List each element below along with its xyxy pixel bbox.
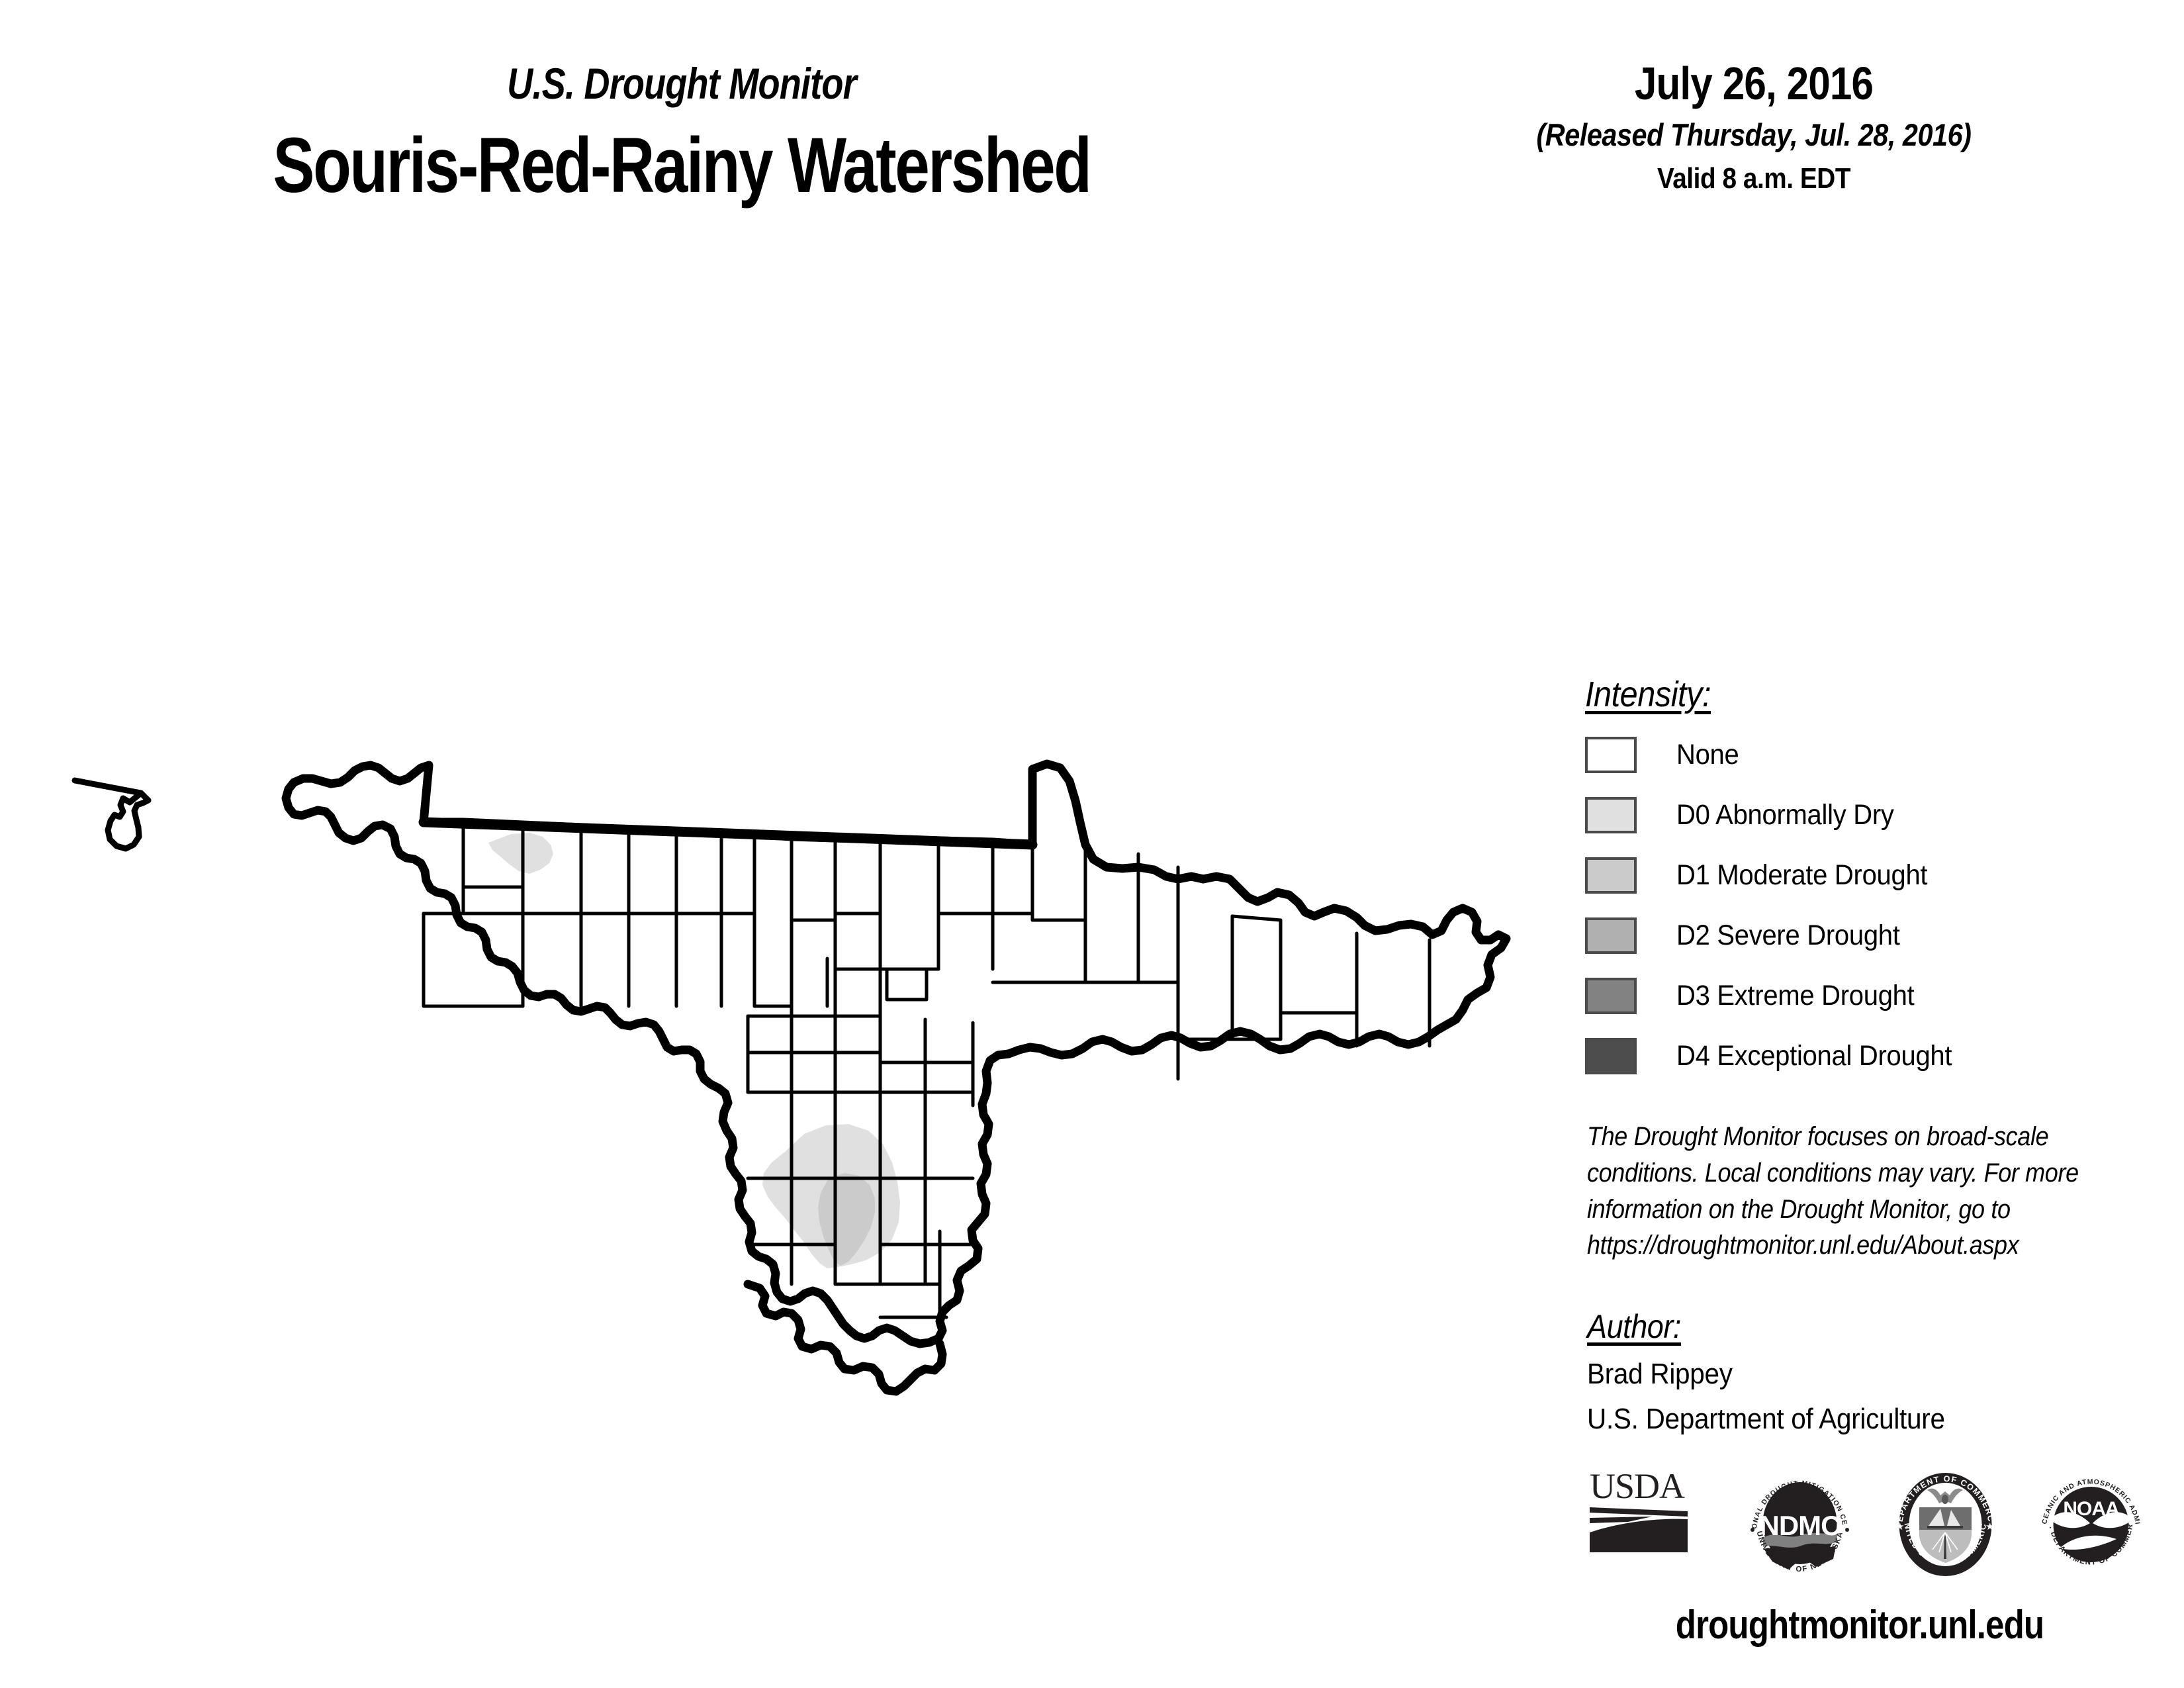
d1-area-south-core (818, 1173, 875, 1266)
svg-text:NDMC: NDMC (1760, 1510, 1841, 1541)
legend-item-d0[interactable]: D0 Abnormally Dry (1585, 790, 2167, 840)
legend-item-d1[interactable]: D1 Moderate Drought (1585, 850, 2167, 900)
valid-date: July 26, 2016 (1634, 58, 1874, 109)
date-block: July 26, 2016 (Released Thursday, Jul. 2… (1502, 57, 2005, 195)
map-svg (71, 759, 1511, 1396)
ndmc-logo[interactable]: NDMC NATIONAL DROUGHT MITIGATION CENTER … (1742, 1466, 1858, 1582)
svg-text:★: ★ (1895, 1521, 1904, 1532)
author-block: Author: Brad Rippey U.S. Department of A… (1587, 1307, 2183, 1436)
svg-text:★: ★ (1985, 1521, 1994, 1532)
legend-label-d3: D3 Extreme Drought (1676, 979, 1915, 1011)
legend-swatch-none (1585, 736, 1637, 773)
drought-shading (488, 833, 900, 1268)
disclaimer-text: The Drought Monitor focuses on broad-sca… (1587, 1122, 2079, 1260)
author-affiliation: U.S. Department of Agriculture (1587, 1403, 1945, 1435)
valid-time: Valid 8 a.m. EDT (1657, 162, 1851, 195)
legend-label-none: None (1676, 738, 1739, 771)
author-heading: Author: (1587, 1308, 1681, 1345)
intensity-legend: Intensity: None D0 Abnormally Dry D1 Mod… (1585, 674, 2167, 1091)
usda-logo[interactable]: USDA (1588, 1466, 1704, 1562)
header-subtitle: U.S. Drought Monitor (507, 59, 857, 108)
legend-label-d2: D2 Severe Drought (1676, 919, 1900, 951)
legend-item-none[interactable]: None (1585, 729, 2167, 780)
department-of-commerce-logo[interactable]: DEPARTMENT OF COMMERCE UNITED STATES OF … (1888, 1466, 2003, 1582)
watershed-map[interactable] (0, 252, 1542, 1410)
legend-heading: Intensity: (1585, 675, 1711, 714)
page-title: Souris-Red-Rainy Watershed (273, 122, 1092, 209)
legend-item-d2[interactable]: D2 Severe Drought (1585, 910, 2167, 961)
logo-strip: USDA NDMC NATIONAL DROUGHT MITIGATION CE… (1588, 1466, 2184, 1585)
d0-area-northwest (488, 833, 553, 874)
legend-swatch-d4 (1585, 1037, 1637, 1074)
footer-url[interactable]: droughtmonitor.unl.edu (1675, 1603, 2044, 1647)
watershed-outline (281, 759, 1511, 1348)
map-detached-fragment (71, 777, 152, 852)
legend-swatch-d3 (1585, 977, 1637, 1014)
legend-item-d3[interactable]: D3 Extreme Drought (1585, 970, 2167, 1021)
release-date: (Released Thursday, Jul. 28, 2016) (1536, 117, 1972, 152)
legend-item-d4[interactable]: D4 Exceptional Drought (1585, 1031, 2167, 1081)
legend-swatch-d0 (1585, 796, 1637, 833)
svg-text:NOAA: NOAA (2063, 1498, 2119, 1520)
watershed-outline-south (743, 1280, 947, 1396)
legend-label-d0: D0 Abnormally Dry (1676, 798, 1894, 831)
noaa-logo[interactable]: NOAA NATIONAL OCEANIC AND ATMOSPHERIC AD… (2033, 1466, 2149, 1582)
svg-text:USDA: USDA (1590, 1466, 1685, 1506)
legend-swatch-d1 (1585, 857, 1637, 894)
author-name: Brad Rippey (1587, 1358, 1733, 1390)
legend-swatch-d2 (1585, 917, 1637, 954)
legend-label-d4: D4 Exceptional Drought (1676, 1039, 1952, 1072)
legend-label-d1: D1 Moderate Drought (1676, 859, 1928, 891)
county-boundaries (422, 820, 1432, 1319)
